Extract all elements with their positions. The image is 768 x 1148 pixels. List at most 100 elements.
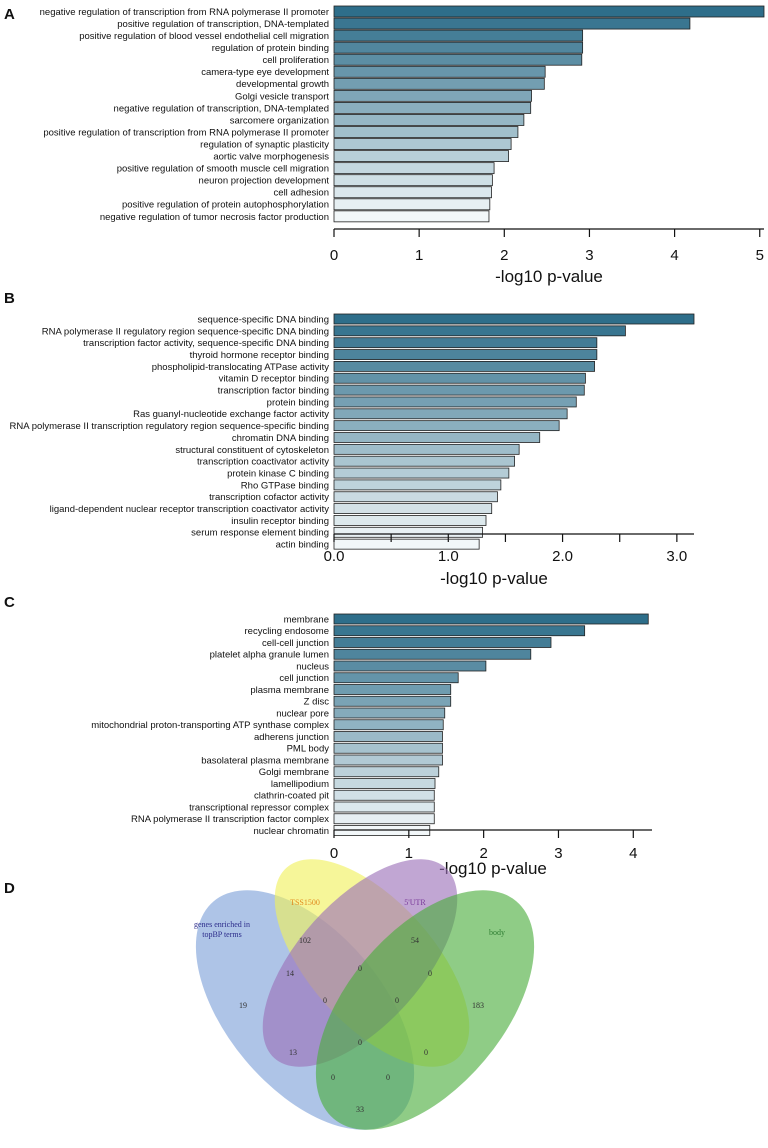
bar-b-12 xyxy=(333,455,515,467)
bar-a-13 xyxy=(333,162,495,175)
bar-b-4 xyxy=(333,360,595,372)
bar-c-12 xyxy=(333,754,443,766)
bar-c-7 xyxy=(333,695,452,707)
bar-c-14 xyxy=(333,778,436,789)
bar-label-c-7: Z disc xyxy=(304,697,330,708)
venn-count-bp-tss-utr: 0 xyxy=(323,996,327,1005)
bar-label-c-9: mitochondrial proton-transporting ATP sy… xyxy=(91,720,329,731)
bar-a-14 xyxy=(333,174,493,187)
bar-label-b-1: RNA polymerase II regulatory region sequ… xyxy=(42,326,329,337)
bar-label-c-8: nuclear pore xyxy=(276,708,329,719)
bar-c-11 xyxy=(333,742,443,754)
x-axis-title-c: -log10 p-value xyxy=(439,859,547,878)
bar-b-0 xyxy=(333,313,695,325)
bar-label-b-2: transcription factor activity, sequence-… xyxy=(83,338,329,349)
bar-b-10 xyxy=(333,432,541,443)
bar-label-c-1: recycling endosome xyxy=(245,626,330,637)
panel-label-c: C xyxy=(4,594,15,611)
bar-c-6 xyxy=(333,684,452,695)
x-tick-label-a-2: 2 xyxy=(500,247,508,264)
venn-set-body xyxy=(315,890,535,1130)
bar-label-c-10: adherens junction xyxy=(254,732,329,743)
bar-a-15 xyxy=(333,186,492,199)
bar-b-9 xyxy=(333,420,560,432)
bar-a-6 xyxy=(333,77,545,90)
bar-b-19 xyxy=(333,538,480,550)
bar-c-4 xyxy=(333,660,487,672)
x-tick-label-b-0: 0.0 xyxy=(324,548,345,565)
bar-label-b-6: transcription factor binding xyxy=(218,386,329,397)
bar-label-b-10: chromatin DNA binding xyxy=(232,433,329,444)
x-tick-label-b-3: 3.0 xyxy=(666,548,687,565)
bar-c-16 xyxy=(333,801,435,813)
bar-label-a-12: aortic valve morphogenesis xyxy=(213,152,329,163)
panel-label-b: B xyxy=(4,290,15,307)
x-tick-label-a-0: 0 xyxy=(330,247,338,264)
bar-a-2 xyxy=(333,29,584,42)
bar-a-11 xyxy=(333,138,512,150)
bar-label-c-12: basolateral plasma membrane xyxy=(201,755,329,766)
bar-b-8 xyxy=(333,408,568,420)
x-tick-label-b-1: 1.0 xyxy=(438,548,459,565)
x-tick-label-c-3: 3 xyxy=(554,845,562,862)
bar-label-c-2: cell-cell junction xyxy=(262,638,329,649)
venn-count-tss-body: 0 xyxy=(424,1048,428,1057)
bar-c-2 xyxy=(333,637,552,648)
panel-label-a: A xyxy=(4,6,15,23)
bar-label-a-6: developmental growth xyxy=(236,79,329,90)
venn-label-body: body xyxy=(489,928,505,937)
bar-label-b-16: ligand-dependent nuclear receptor transc… xyxy=(50,504,330,515)
bar-label-b-13: protein kinase C binding xyxy=(227,468,329,479)
bar-label-b-3: thyroid hormone receptor binding xyxy=(190,350,329,361)
bar-label-c-3: platelet alpha granule lumen xyxy=(210,650,329,661)
bar-label-a-16: positive regulation of protein autophosp… xyxy=(122,200,329,211)
venn-count-all: 0 xyxy=(358,1038,362,1047)
bar-label-a-11: regulation of synaptic plasticity xyxy=(200,139,329,150)
bar-a-9 xyxy=(333,114,525,126)
x-tick-label-a-1: 1 xyxy=(415,247,423,264)
bar-label-b-9: RNA polymerase II transcription regulato… xyxy=(10,421,329,432)
bar-label-c-16: transcriptional repressor complex xyxy=(189,802,329,813)
bar-label-a-13: positive regulation of smooth muscle cel… xyxy=(117,164,329,175)
bar-c-0 xyxy=(333,613,649,625)
bar-label-c-13: Golgi membrane xyxy=(259,767,329,778)
bar-c-5 xyxy=(333,672,459,684)
venn-count-bp-utr-body: 0 xyxy=(331,1073,335,1082)
bar-label-b-5: vitamin D receptor binding xyxy=(219,374,329,385)
bar-b-17 xyxy=(333,515,487,526)
bar-b-2 xyxy=(333,337,598,349)
bar-b-13 xyxy=(333,467,510,479)
bar-label-c-0: membrane xyxy=(284,614,329,625)
bar-a-5 xyxy=(333,65,546,78)
venn-count-bp-body: 33 xyxy=(356,1105,364,1114)
bar-label-b-17: insulin receptor binding xyxy=(231,516,329,527)
bar-b-5 xyxy=(333,372,586,384)
x-axis-title-b: -log10 p-value xyxy=(440,569,548,588)
bar-label-b-14: Rho GTPase binding xyxy=(241,480,329,491)
panel-label-d: D xyxy=(4,880,15,897)
bar-label-a-2: positive regulation of blood vessel endo… xyxy=(79,31,329,42)
bar-label-a-4: cell proliferation xyxy=(262,55,329,66)
bar-a-12 xyxy=(333,150,509,163)
bar-label-a-17: negative regulation of tumor necrosis fa… xyxy=(100,212,329,223)
bar-label-a-8: negative regulation of transcription, DN… xyxy=(114,103,329,114)
bar-b-3 xyxy=(333,349,598,360)
bar-b-16 xyxy=(333,503,493,515)
x-tick-label-c-2: 2 xyxy=(479,845,487,862)
bar-label-a-0: negative regulation of transcription fro… xyxy=(40,7,329,18)
bar-label-b-4: phospholipid-translocating ATPase activi… xyxy=(152,362,330,373)
chart-a: negative regulation of transcription fro… xyxy=(40,5,765,286)
bar-b-1 xyxy=(333,325,626,337)
bar-a-8 xyxy=(333,102,532,114)
bar-b-14 xyxy=(333,479,502,491)
bar-c-1 xyxy=(333,625,586,637)
bar-label-b-18: serum response element binding xyxy=(191,528,329,539)
x-tick-label-a-3: 3 xyxy=(585,247,593,264)
bar-b-15 xyxy=(333,491,498,503)
bar-label-c-17: RNA polymerase II transcription factor c… xyxy=(131,814,329,825)
venn-count-bp-tss: 14 xyxy=(286,969,294,978)
bar-c-13 xyxy=(333,766,440,778)
